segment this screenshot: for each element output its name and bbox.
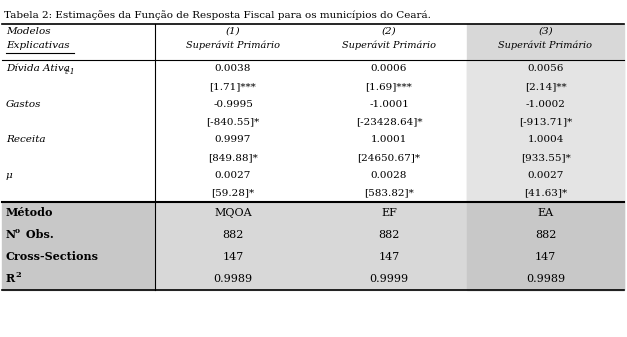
Text: 0.0038: 0.0038 — [215, 64, 251, 73]
Text: 0.9989: 0.9989 — [526, 274, 565, 284]
Bar — [155, 202, 467, 290]
Text: Tabela 2: Estimações da Função de Resposta Fiscal para os municípios do Ceará.: Tabela 2: Estimações da Função de Respos… — [4, 10, 431, 20]
Text: (2): (2) — [382, 27, 396, 36]
Text: N: N — [6, 229, 16, 241]
Text: (1): (1) — [226, 27, 240, 36]
Text: Superávit Primário: Superávit Primário — [186, 41, 280, 51]
Text: [24650.67]*: [24650.67]* — [357, 153, 421, 162]
Text: [-840.55]*: [-840.55]* — [206, 118, 260, 127]
Text: 147: 147 — [535, 252, 556, 262]
Text: 0.9997: 0.9997 — [215, 135, 251, 144]
Text: 882: 882 — [378, 230, 399, 240]
Text: [-913.71]*: [-913.71]* — [519, 118, 572, 127]
Text: [41.63]*: [41.63]* — [524, 189, 567, 197]
Text: [583.82]*: [583.82]* — [364, 189, 414, 197]
Text: Obs.: Obs. — [22, 229, 54, 241]
Text: [1.69]***: [1.69]*** — [366, 82, 413, 91]
Text: [849.88]*: [849.88]* — [208, 153, 258, 162]
Text: 0.0028: 0.0028 — [371, 171, 407, 180]
Text: Superávit Primário: Superávit Primário — [498, 41, 593, 51]
Text: Receita: Receita — [6, 135, 46, 144]
Text: Modelos: Modelos — [6, 27, 51, 36]
Text: 0.0006: 0.0006 — [371, 64, 407, 73]
Text: [-23428.64]*: [-23428.64]* — [356, 118, 422, 127]
Text: MQOA: MQOA — [214, 208, 252, 218]
Text: Método: Método — [6, 208, 53, 218]
Bar — [467, 60, 624, 202]
Text: t-1: t-1 — [65, 68, 76, 76]
Text: Gastos: Gastos — [6, 100, 41, 109]
Text: -0.9995: -0.9995 — [213, 100, 253, 109]
Text: 0.9989: 0.9989 — [213, 274, 253, 284]
Text: [59.28]*: [59.28]* — [211, 189, 255, 197]
Text: [1.71]***: [1.71]*** — [209, 82, 256, 91]
Text: o: o — [15, 227, 20, 235]
Bar — [2, 202, 155, 290]
Text: 0.0056: 0.0056 — [527, 64, 564, 73]
Text: Cross-Sections: Cross-Sections — [6, 251, 99, 263]
Text: -1.0002: -1.0002 — [525, 100, 566, 109]
Text: μ: μ — [6, 171, 13, 180]
Text: Superávit Primário: Superávit Primário — [342, 41, 436, 51]
Text: EF: EF — [381, 208, 397, 218]
Text: 882: 882 — [535, 230, 556, 240]
Text: [2.14]**: [2.14]** — [525, 82, 566, 91]
Text: 882: 882 — [223, 230, 244, 240]
Text: -1.0001: -1.0001 — [369, 100, 409, 109]
Text: Dívida Ativa: Dívida Ativa — [6, 64, 70, 73]
Text: 1.0004: 1.0004 — [527, 135, 564, 144]
Text: 147: 147 — [223, 252, 244, 262]
Text: 0.9999: 0.9999 — [369, 274, 409, 284]
Text: 1.0001: 1.0001 — [371, 135, 407, 144]
Bar — [467, 202, 624, 290]
Bar — [467, 24, 624, 290]
Text: R: R — [6, 274, 15, 284]
Text: Explicativas: Explicativas — [6, 41, 70, 50]
Text: 0.0027: 0.0027 — [527, 171, 564, 180]
Text: (3): (3) — [538, 27, 553, 36]
Text: 147: 147 — [378, 252, 399, 262]
Text: 0.0027: 0.0027 — [215, 171, 251, 180]
Text: EA: EA — [537, 208, 554, 218]
Text: 2: 2 — [15, 271, 21, 279]
Text: [933.55]*: [933.55]* — [520, 153, 571, 162]
